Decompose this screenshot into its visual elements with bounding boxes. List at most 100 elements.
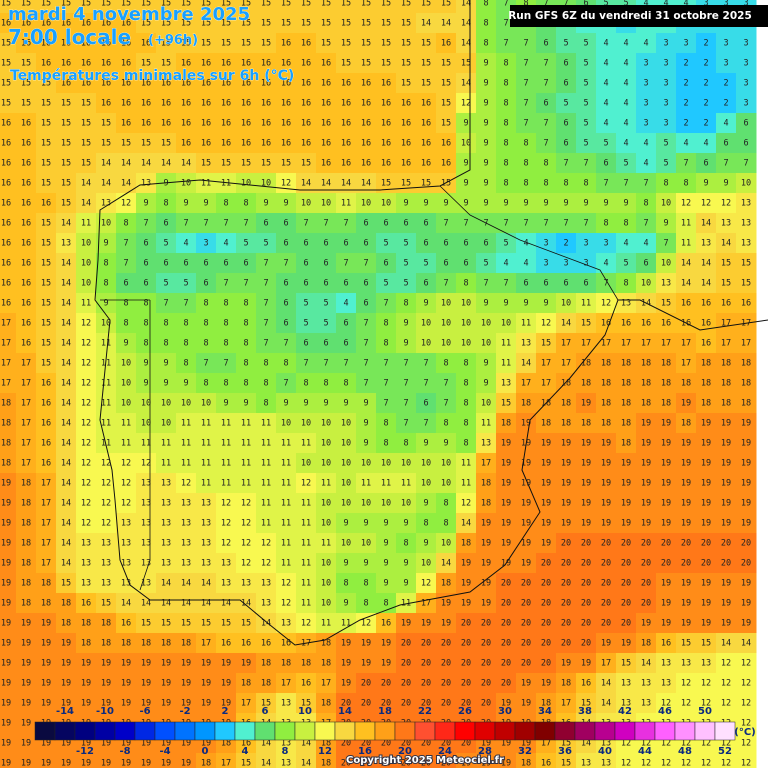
temperature-value: 20 — [721, 539, 731, 549]
temperature-cell — [596, 493, 617, 514]
temperature-value: 18 — [21, 519, 31, 529]
temperature-cell — [296, 273, 317, 294]
temperature-value: 7 — [423, 419, 428, 429]
temperature-value: 16 — [401, 159, 411, 169]
temperature-value: 19 — [501, 539, 511, 549]
temperature-cell — [396, 653, 417, 674]
temperature-cell — [216, 293, 237, 314]
temperature-cell — [296, 353, 317, 374]
temperature-value: 20 — [561, 559, 571, 569]
temperature-value: 15 — [81, 99, 91, 109]
temperature-value: 16 — [281, 39, 291, 49]
temperature-cell — [396, 53, 417, 74]
temperature-value: 16 — [1, 159, 11, 169]
temperature-cell — [676, 233, 697, 254]
temperature-value: 11 — [221, 459, 231, 469]
temperature-value: 14 — [221, 599, 231, 609]
temperature-cell — [556, 333, 577, 354]
temperature-cell — [656, 53, 677, 74]
temperature-value: 5 — [163, 279, 168, 289]
temperature-cell — [76, 53, 97, 74]
temperature-cell — [696, 53, 717, 74]
temperature-cell — [436, 753, 457, 768]
temperature-value: 19 — [541, 459, 551, 469]
temperature-value: 14 — [181, 159, 191, 169]
temperature-cell — [636, 393, 657, 414]
temperature-cell — [516, 613, 537, 634]
temperature-value: 10 — [481, 339, 491, 349]
temperature-value: 12 — [721, 699, 731, 709]
temperature-cell — [256, 213, 277, 234]
temperature-value: 6 — [163, 219, 168, 229]
temperature-cell — [736, 713, 757, 734]
temperature-cell — [496, 153, 517, 174]
temperature-value: 11 — [281, 499, 291, 509]
temperature-cell — [416, 613, 437, 634]
temperature-value: 20 — [601, 539, 611, 549]
temperature-cell — [496, 173, 517, 194]
temperature-value: 16 — [241, 99, 251, 109]
temperature-value: 13 — [121, 579, 131, 589]
temperature-cell — [216, 333, 237, 354]
temperature-cell — [36, 693, 57, 714]
temperature-value: 7 — [543, 139, 548, 149]
temperature-cell — [116, 613, 137, 634]
temperature-value: 19 — [41, 639, 51, 649]
temperature-cell — [316, 413, 337, 434]
temperature-value: 18 — [661, 379, 671, 389]
temperature-value: 15 — [141, 619, 151, 629]
temperature-cell — [296, 53, 317, 74]
temperature-value: 5 — [663, 159, 668, 169]
temperature-cell — [356, 433, 377, 454]
temperature-value: 7 — [363, 379, 368, 389]
temperature-value: 8 — [603, 219, 608, 229]
temperature-value: 9 — [363, 559, 368, 569]
temperature-value: 14 — [301, 759, 311, 768]
temperature-cell — [56, 333, 77, 354]
temperature-cell — [276, 253, 297, 274]
temperature-value: 19 — [201, 739, 211, 749]
temperature-value: 5 — [623, 159, 628, 169]
temperature-cell — [616, 533, 637, 554]
temperature-cell — [176, 393, 197, 414]
temperature-cell — [0, 213, 17, 234]
temperature-cell — [596, 353, 617, 374]
temperature-cell — [336, 113, 357, 134]
temperature-value: 11 — [181, 419, 191, 429]
temperature-cell — [256, 113, 277, 134]
temperature-value: 9 — [483, 139, 488, 149]
temperature-cell — [16, 613, 37, 634]
temperature-cell — [16, 0, 37, 14]
temperature-value: 12 — [721, 679, 731, 689]
temperature-value: 14 — [81, 179, 91, 189]
temperature-cell — [696, 433, 717, 454]
temperature-value: 6 — [703, 159, 708, 169]
temperature-value: 19 — [141, 739, 151, 749]
temperature-value: 14 — [121, 599, 131, 609]
temperature-cell — [356, 593, 377, 614]
temperature-cell — [616, 73, 637, 94]
temperature-value: 9 — [423, 199, 428, 209]
temperature-value: 18 — [261, 659, 271, 669]
temperature-value: 19 — [521, 559, 531, 569]
temperature-cell — [556, 73, 577, 94]
legend-tick-label: 26 — [458, 706, 472, 717]
temperature-value: 8 — [163, 319, 168, 329]
temperature-value: 14 — [81, 199, 91, 209]
temperature-value: 14 — [561, 319, 571, 329]
temperature-value: 19 — [581, 479, 591, 489]
temperature-value: 16 — [21, 219, 31, 229]
temperature-cell — [396, 0, 417, 14]
temperature-cell — [496, 673, 517, 694]
temperature-cell — [316, 293, 337, 314]
temperature-value: 15 — [261, 699, 271, 709]
temperature-value: 5 — [183, 279, 188, 289]
temperature-cell — [736, 533, 757, 554]
temperature-cell — [536, 573, 557, 594]
temperature-cell — [276, 373, 297, 394]
temperature-cell — [456, 453, 477, 474]
temperature-value: 8 — [543, 159, 548, 169]
temperature-value: 15 — [81, 139, 91, 149]
temperature-cell — [656, 573, 677, 594]
legend-swatch — [294, 721, 316, 741]
